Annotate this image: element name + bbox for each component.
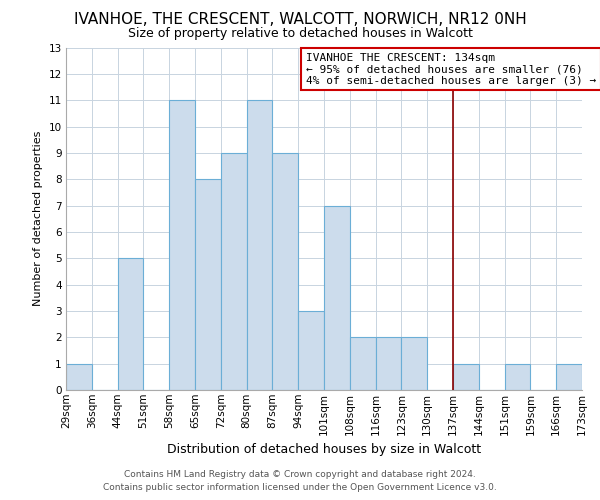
Bar bbox=[118, 258, 143, 390]
Bar bbox=[401, 338, 427, 390]
Bar bbox=[350, 338, 376, 390]
Bar bbox=[505, 364, 530, 390]
Bar bbox=[195, 179, 221, 390]
Text: Size of property relative to detached houses in Walcott: Size of property relative to detached ho… bbox=[128, 28, 472, 40]
X-axis label: Distribution of detached houses by size in Walcott: Distribution of detached houses by size … bbox=[167, 443, 481, 456]
Bar bbox=[376, 338, 401, 390]
Bar bbox=[66, 364, 92, 390]
Bar bbox=[324, 206, 350, 390]
Bar bbox=[247, 100, 272, 390]
Bar bbox=[169, 100, 195, 390]
Bar bbox=[272, 153, 298, 390]
Text: IVANHOE THE CRESCENT: 134sqm
← 95% of detached houses are smaller (76)
4% of sem: IVANHOE THE CRESCENT: 134sqm ← 95% of de… bbox=[306, 53, 596, 86]
Bar bbox=[298, 311, 324, 390]
Text: IVANHOE, THE CRESCENT, WALCOTT, NORWICH, NR12 0NH: IVANHOE, THE CRESCENT, WALCOTT, NORWICH,… bbox=[74, 12, 526, 28]
Bar bbox=[556, 364, 582, 390]
Bar bbox=[453, 364, 479, 390]
Text: Contains HM Land Registry data © Crown copyright and database right 2024.
Contai: Contains HM Land Registry data © Crown c… bbox=[103, 470, 497, 492]
Bar bbox=[221, 153, 247, 390]
Y-axis label: Number of detached properties: Number of detached properties bbox=[33, 131, 43, 306]
